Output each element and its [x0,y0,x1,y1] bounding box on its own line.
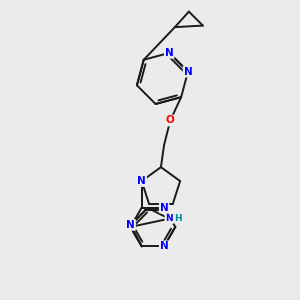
Text: N: N [160,241,169,251]
Text: N: N [126,220,135,230]
Text: H: H [174,214,182,223]
Text: N: N [184,67,192,76]
Text: N: N [165,214,173,223]
Text: N: N [165,48,174,58]
Text: N: N [160,202,169,212]
Text: O: O [166,116,175,125]
Text: N: N [137,176,146,186]
